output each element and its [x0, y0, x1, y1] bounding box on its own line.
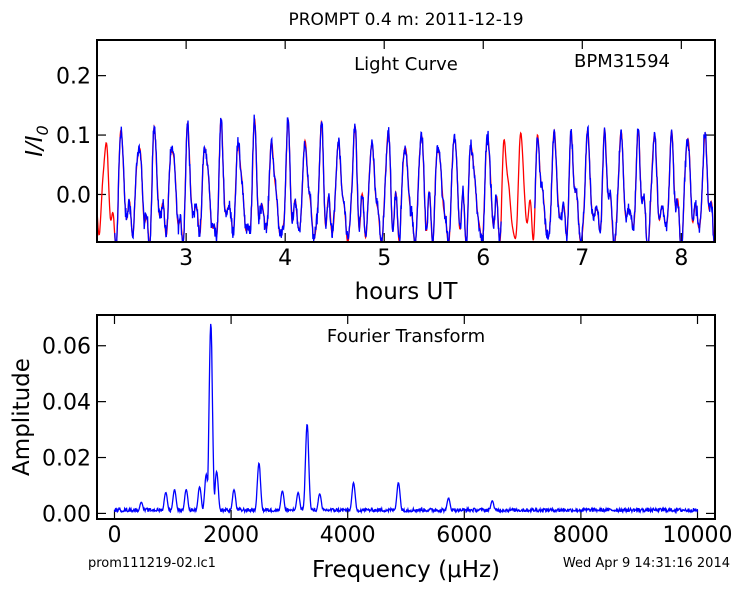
amplitude-spectrum: [113, 323, 699, 515]
y-tick-label: 0.00: [42, 502, 91, 527]
x-tick-label: 6: [476, 246, 490, 271]
x-tick-label: 0: [107, 523, 121, 548]
light-curve-title: Light Curve: [354, 54, 458, 75]
x-tick-label: 7: [575, 246, 589, 271]
fourier-ylabel: Amplitude: [9, 358, 35, 476]
y-tick-label: 0.2: [56, 65, 91, 90]
y-tick-label: 0.1: [56, 124, 91, 149]
x-tick-label: 8000: [553, 523, 609, 548]
star-label: BPM31594: [574, 51, 670, 72]
footer-timestamp: Wed Apr 9 14:31:16 2014: [563, 556, 730, 571]
fourier-title: Fourier Transform: [327, 326, 485, 347]
y-tick-label: 0.0: [56, 183, 91, 208]
light-curve-ylabel: I/I0: [22, 125, 52, 157]
fourier-ticks: 0 2000 4000 6000 8000 10000 0.00 0.02 0.04 0.06: [42, 315, 733, 548]
y-tick-label: 0.06: [42, 335, 91, 360]
x-tick-label: 4: [278, 246, 292, 271]
light-curve-frame: [96, 39, 716, 243]
x-tick-label: 2000: [203, 523, 259, 548]
y-tick-label: 0.02: [42, 447, 91, 472]
fourier-xlabel: Frequency (μHz): [312, 557, 500, 583]
x-tick-label: 4000: [320, 523, 376, 548]
fourier-frame: [96, 314, 716, 520]
x-tick-label: 10000: [663, 523, 733, 548]
light-curve-xlabel: hours UT: [355, 279, 459, 305]
x-tick-label: 3: [179, 246, 193, 271]
x-tick-label: 6000: [436, 523, 492, 548]
fourier-panel: 0 2000 4000 6000 8000 10000 0.00 0.02 0.04 0.06 F…: [9, 314, 733, 583]
y-tick-label: 0.04: [42, 391, 91, 416]
light-curve-ticks: 3 4 5 6 7 8 0.0 0.1 0.2: [56, 40, 715, 271]
observed-light-curve: [114, 114, 715, 242]
x-tick-label: 8: [674, 246, 688, 271]
x-tick-label: 5: [377, 246, 391, 271]
figure-title: PROMPT 0.4 m: 2011-12-19: [288, 10, 523, 30]
footer-filename: prom111219-02.lc1: [88, 556, 216, 571]
light-curve-panel: 3 4 5 6 7 8 0.0 0.1 0.2 Light Curve BPM31594 hou…: [22, 39, 716, 305]
